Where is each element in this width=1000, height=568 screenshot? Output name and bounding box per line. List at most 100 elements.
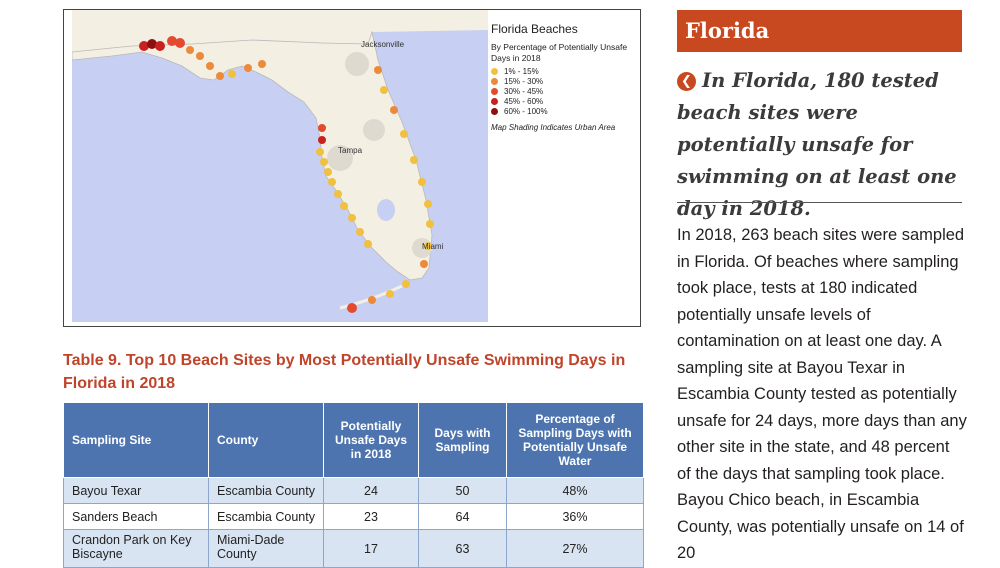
beach-site-marker <box>368 296 376 304</box>
cell-site: Sanders Beach <box>63 503 209 530</box>
beach-site-markers <box>139 36 434 313</box>
cell-county: Miami-Dade County <box>208 529 324 568</box>
beach-site-marker <box>334 190 342 198</box>
legend-item: 45% - 60% <box>491 96 637 106</box>
legend-items: 1% - 15% 15% - 30% 30% - 45% 45% - 60% 6… <box>491 66 637 116</box>
beach-site-marker <box>244 64 252 72</box>
urban-area <box>327 145 353 171</box>
beach-site-marker <box>374 66 382 74</box>
legend-item: 30% - 45% <box>491 86 637 96</box>
beach-site-marker <box>216 72 224 80</box>
map-legend: Florida Beaches By Percentage of Potenti… <box>491 22 637 133</box>
section-divider <box>677 202 962 203</box>
legend-item: 1% - 15% <box>491 66 637 76</box>
beach-site-marker <box>420 260 428 268</box>
table-caption: Table 9. Top 10 Beach Sites by Most Pote… <box>63 352 626 392</box>
lake-okeechobee <box>377 199 395 221</box>
legend-label: 60% - 100% <box>504 106 548 116</box>
legend-title: Florida Beaches <box>491 22 578 36</box>
cell-unsafe-days: 24 <box>323 477 419 504</box>
column-header-percentage: Percentage of Sampling Days with Potenti… <box>506 402 644 478</box>
cell-percentage: 48% <box>506 477 644 504</box>
beach-site-marker <box>424 242 432 250</box>
beach-site-marker <box>418 178 426 186</box>
legend-label: 45% - 60% <box>504 96 544 106</box>
legend-dot-5 <box>491 107 498 115</box>
legend-dot-4 <box>491 97 498 105</box>
beach-site-marker <box>155 41 165 51</box>
beach-site-marker <box>402 280 410 288</box>
legend-label: 30% - 45% <box>504 86 544 96</box>
beach-site-marker <box>340 202 348 210</box>
city-label-jacksonville: Jacksonville <box>361 40 405 49</box>
beach-site-marker <box>258 60 266 68</box>
legend-note: Map Shading Indicates Urban Area <box>491 123 616 132</box>
cell-percentage: 36% <box>506 503 644 530</box>
florida-map: Jacksonville Tampa Miami <box>72 10 488 322</box>
cell-county: Escambia County <box>208 503 324 530</box>
body-paragraph: In 2018, 263 beach sites were sampled in… <box>677 226 967 562</box>
beach-site-marker <box>364 240 372 248</box>
florida-map-svg <box>72 10 488 322</box>
beach-site-marker <box>206 62 214 70</box>
beach-site-marker <box>316 148 324 156</box>
beach-site-marker <box>320 158 328 166</box>
legend-label: 15% - 30% <box>504 76 544 86</box>
urban-area <box>363 119 385 141</box>
legend-label: 1% - 15% <box>504 66 539 76</box>
beach-site-marker <box>348 214 356 222</box>
beach-sites-table: Sampling Site County Potentially Unsafe … <box>63 402 644 568</box>
table-header-row: Sampling Site County Potentially Unsafe … <box>63 402 644 478</box>
beach-map-figure: Jacksonville Tampa Miami Florida Beaches… <box>63 9 641 327</box>
column-header-days-sampled: Days with Sampling <box>418 402 507 478</box>
beach-site-marker <box>175 38 185 48</box>
beach-site-marker <box>356 228 364 236</box>
cell-unsafe-days: 17 <box>323 529 419 568</box>
table-row: Sanders Beach Escambia County 23 64 36% <box>63 503 644 530</box>
beach-site-marker <box>328 178 336 186</box>
state-title: Florida <box>685 18 770 43</box>
beach-site-marker <box>386 290 394 298</box>
cell-days-sampled: 63 <box>418 529 507 568</box>
beach-site-marker <box>410 156 418 164</box>
chevron-left-circle-icon: ❮ <box>677 72 696 91</box>
cell-site: Bayou Texar <box>63 477 209 504</box>
column-header-unsafe-days: Potentially Unsafe Days in 2018 <box>323 402 419 478</box>
legend-item: 60% - 100% <box>491 106 637 116</box>
beach-site-marker <box>147 39 157 49</box>
beach-site-marker <box>347 303 357 313</box>
beach-site-marker <box>426 220 434 228</box>
state-banner: Florida <box>677 10 962 52</box>
key-finding-callout: ❮ In Florida, 180 tested beach sites were… <box>677 65 967 225</box>
beach-site-marker <box>318 136 326 144</box>
beach-site-marker <box>167 36 177 46</box>
column-header-sampling-site: Sampling Site <box>63 402 209 478</box>
table-row: Crandon Park on Key Biscayne Miami-Dade … <box>63 529 644 568</box>
cell-county: Escambia County <box>208 477 324 504</box>
legend-dot-2 <box>491 77 498 85</box>
column-header-county: County <box>208 402 324 478</box>
beach-site-marker <box>186 46 194 54</box>
legend-dot-1 <box>491 67 498 75</box>
beach-site-marker <box>139 41 149 51</box>
cell-days-sampled: 64 <box>418 503 507 530</box>
beach-site-marker <box>390 106 398 114</box>
urban-area <box>345 52 369 76</box>
beach-site-marker <box>424 200 432 208</box>
cell-unsafe-days: 23 <box>323 503 419 530</box>
beach-site-marker <box>380 86 388 94</box>
table-row: Bayou Texar Escambia County 24 50 48% <box>63 477 644 504</box>
beach-site-marker <box>324 168 332 176</box>
beach-site-marker <box>318 124 326 132</box>
legend-item: 15% - 30% <box>491 76 637 86</box>
beach-site-marker <box>228 70 236 78</box>
cell-site: Crandon Park on Key Biscayne <box>63 529 209 568</box>
beach-site-marker <box>196 52 204 60</box>
cell-percentage: 27% <box>506 529 644 568</box>
legend-subtitle: By Percentage of Potentially Unsafe Days… <box>491 42 628 63</box>
legend-dot-3 <box>491 87 498 95</box>
cell-days-sampled: 50 <box>418 477 507 504</box>
beach-site-marker <box>400 130 408 138</box>
city-label-miami: Miami <box>422 242 444 251</box>
callout-text: In Florida, 180 tested beach sites were … <box>677 69 957 220</box>
